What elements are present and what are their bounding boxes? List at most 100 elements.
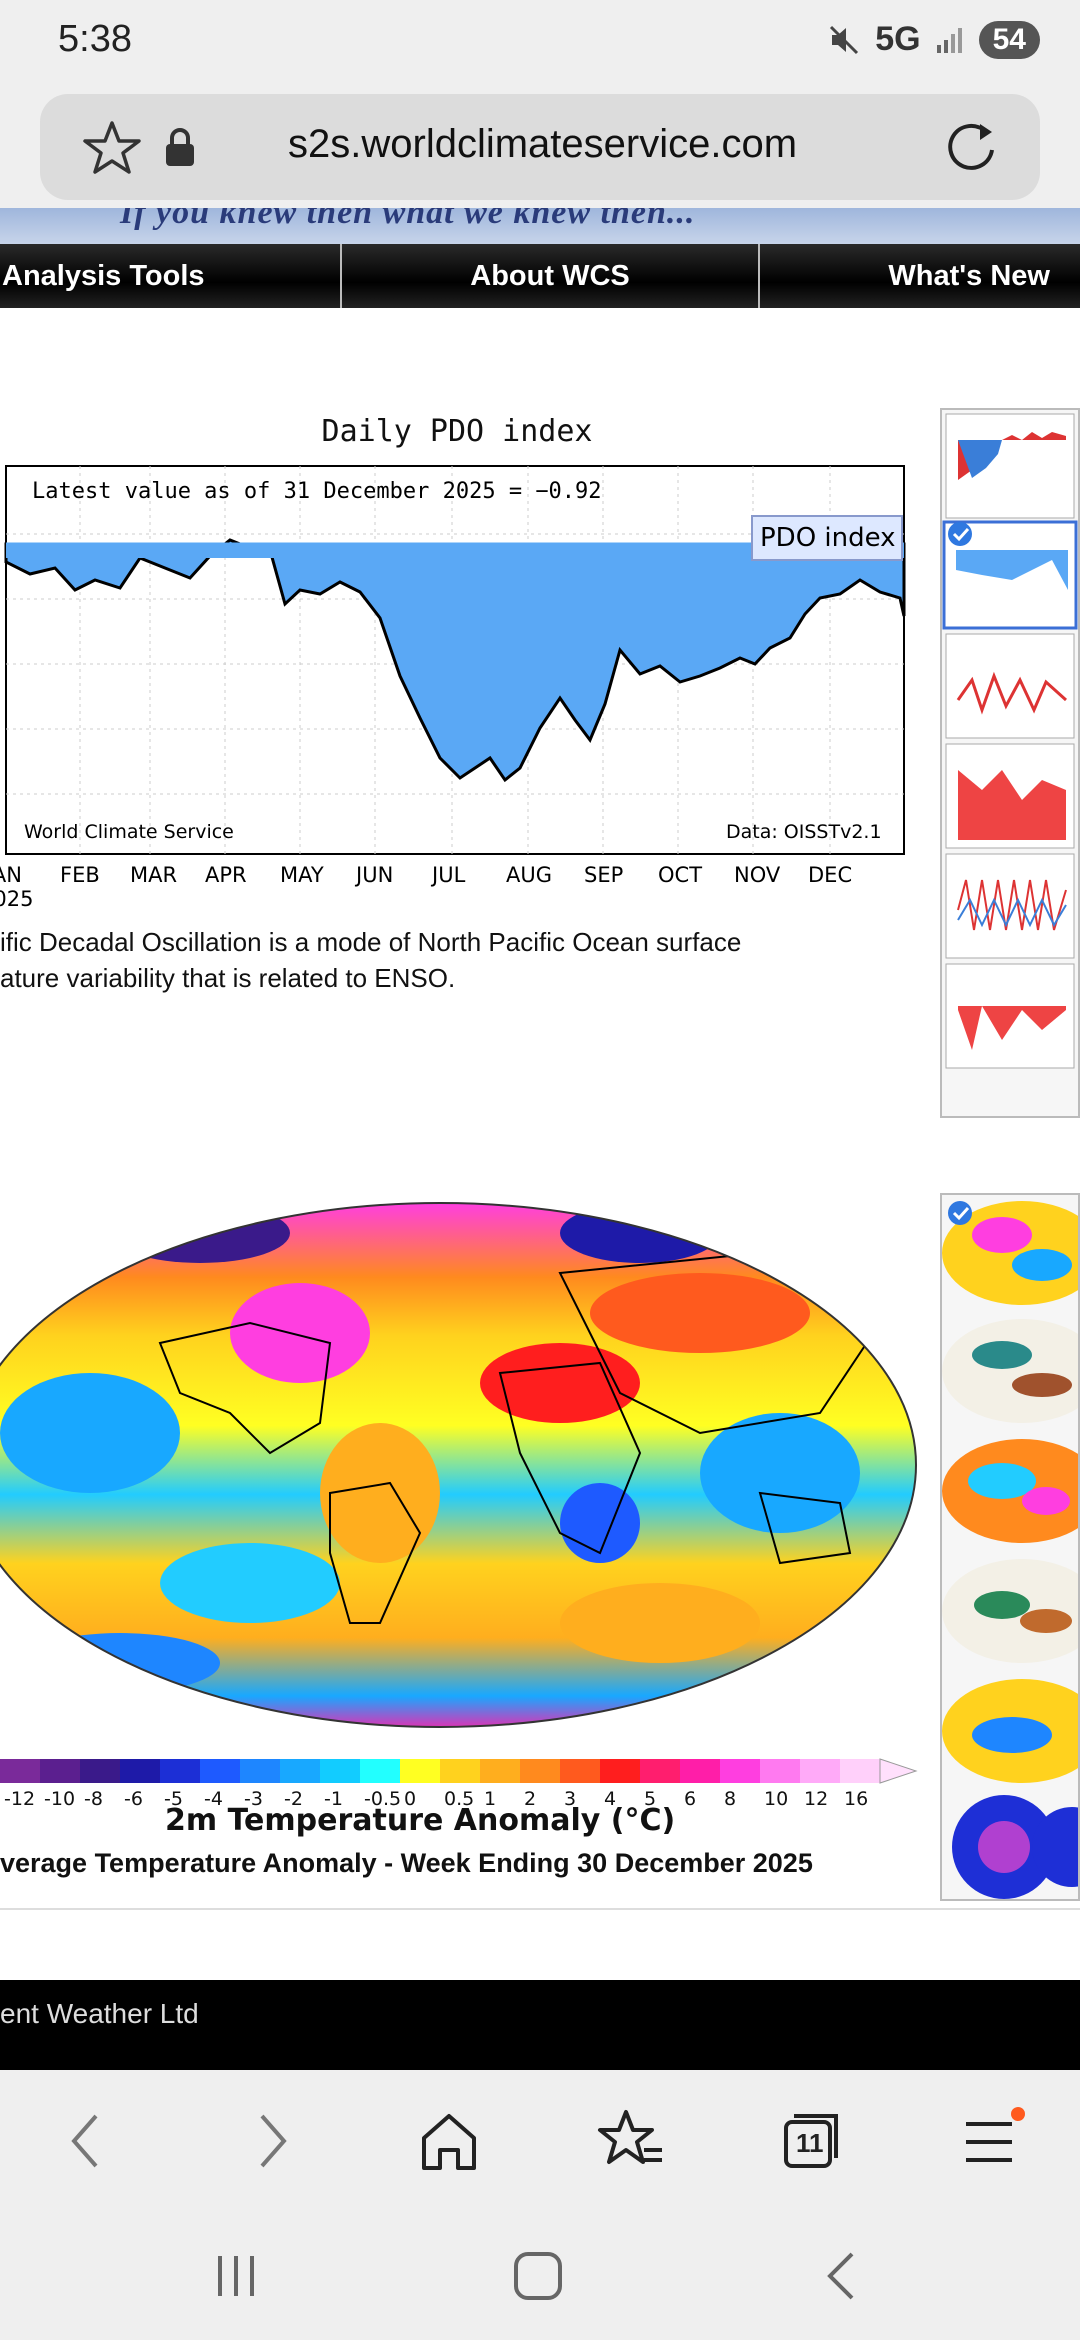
colorbar-tick-label: -1	[324, 1788, 343, 1810]
colorbar-tick-label: 0.5	[444, 1788, 474, 1810]
colorbar-swatch	[80, 1759, 120, 1783]
month-aug: AUG	[506, 863, 552, 887]
month-apr: APR	[205, 863, 247, 887]
colorbar-swatch	[0, 1759, 40, 1783]
pdo-chart-title: Daily PDO index	[321, 414, 593, 449]
forward-icon[interactable]	[236, 2106, 306, 2176]
battery-icon: 54	[978, 20, 1040, 59]
thumb-mjo[interactable]	[945, 853, 1075, 959]
colorbar-tick-label: 12	[804, 1788, 828, 1810]
thumb-nao[interactable]	[945, 743, 1075, 849]
map-thumbnails	[940, 1193, 1080, 1901]
month-oct: OCT	[658, 863, 702, 887]
colorbar-swatch	[360, 1759, 400, 1783]
colorbar-title: 2m Temperature Anomaly (°C)	[165, 1803, 675, 1838]
url-text[interactable]: s2s.worldclimateservice.com	[288, 122, 798, 166]
colorbar-tick-label: -3	[244, 1788, 263, 1810]
map-border	[0, 1202, 917, 1728]
colorbar-swatch	[560, 1759, 600, 1783]
colorbar-swatch	[720, 1759, 760, 1783]
thumb-map-polar[interactable]	[952, 1795, 1080, 1899]
bookmarks-icon[interactable]	[596, 2106, 666, 2176]
network-type: 5G	[875, 20, 921, 58]
month-nov: NOV	[734, 863, 781, 887]
back-icon[interactable]	[52, 2106, 122, 2176]
nav-whats-new[interactable]: What's New	[888, 259, 1050, 292]
thumb-pdo-selected[interactable]	[942, 520, 1078, 630]
colorbar-swatch	[680, 1759, 720, 1783]
thumb-npm[interactable]	[945, 633, 1075, 739]
pdo-chart: Latest value as of 31 December 2025 = −0…	[0, 465, 906, 911]
colorbar-tick-label: 0	[404, 1788, 416, 1810]
section-divider	[0, 1908, 1080, 1910]
month-mar: MAR	[130, 863, 177, 887]
colorbar-tick-label: 16	[844, 1788, 868, 1810]
colorbar-swatch	[760, 1759, 800, 1783]
address-bar[interactable]: s2s.worldclimateservice.com	[40, 94, 1040, 200]
reload-icon[interactable]	[942, 118, 1000, 176]
source-left: World Climate Service	[24, 821, 234, 843]
map-fill	[0, 1203, 916, 1727]
month-jul: JUL	[430, 863, 466, 887]
colorbar-tick-label: -2	[284, 1788, 303, 1810]
map-thumbnail-strip	[942, 1201, 1080, 1899]
thumb-map-soil[interactable]	[942, 1559, 1080, 1663]
index-thumbnails	[940, 408, 1080, 1118]
gridlines	[6, 466, 904, 854]
month-jan: JAN	[0, 863, 22, 887]
colorbar-tick-label: -10	[44, 1788, 75, 1810]
month-jun: JUN	[354, 863, 393, 887]
home-nav-icon[interactable]	[508, 2248, 568, 2304]
status-time: 5:38	[58, 18, 132, 60]
status-icons: 5G 54	[827, 20, 1040, 59]
colorbar-end-arrow	[879, 1758, 918, 1784]
thumb-map-anomaly2[interactable]	[942, 1679, 1080, 1783]
nav-analysis-tools[interactable]: Analysis Tools	[0, 244, 342, 308]
pdo-description-line1: ific Decadal Oscillation is a mode of No…	[0, 927, 742, 957]
colorbar-tick-label: -6	[124, 1788, 143, 1810]
thumb-map-temp-selected[interactable]	[942, 1201, 1080, 1305]
thumb-nino34[interactable]	[945, 413, 1075, 519]
tab-count: 11	[796, 2128, 824, 2158]
back-nav-icon[interactable]	[812, 2248, 872, 2304]
mute-icon	[830, 25, 859, 54]
lock-icon[interactable]	[160, 124, 200, 170]
nav-about-wcs[interactable]: About WCS	[342, 244, 760, 308]
tabs-button[interactable]: 11	[776, 2106, 846, 2176]
colorbar-tick-label: 10	[764, 1788, 788, 1810]
colorbar-tick-label: 5	[644, 1788, 656, 1810]
year-label: 2025	[0, 887, 33, 911]
thumb-map-precip[interactable]	[942, 1319, 1080, 1423]
bookmark-star-icon[interactable]	[82, 120, 142, 176]
footer-text: ent Weather Ltd	[0, 1998, 199, 2029]
colorbar-swatch	[280, 1759, 320, 1783]
colorbar-swatch	[440, 1759, 480, 1783]
site-footer: ent Weather Ltd	[0, 1980, 1080, 2070]
colorbar-tick-label: -12	[4, 1788, 35, 1810]
month-feb: FEB	[60, 863, 100, 887]
month-axis: JAN FEB MAR APR MAY JUN JUL AUG SEP OCT …	[0, 863, 852, 911]
colorbar-tick-label: 4	[604, 1788, 616, 1810]
colorbar-swatch	[160, 1759, 200, 1783]
thumb-map-sst[interactable]	[942, 1439, 1080, 1543]
tabs-icon	[784, 2114, 838, 2168]
colorbar-tick-label: -5	[164, 1788, 183, 1810]
browser-toolbar: 11	[0, 2070, 1080, 2210]
colorbar-swatch	[480, 1759, 520, 1783]
colorbar-swatch	[400, 1759, 440, 1783]
recent-apps-icon[interactable]	[206, 2248, 266, 2304]
pdo-series-area	[4, 538, 906, 783]
thumb-sea-ice[interactable]	[945, 963, 1075, 1069]
site-nav: Analysis Tools About WCS What's New	[0, 244, 1080, 308]
menu-icon[interactable]	[956, 2106, 1026, 2176]
colorbar-tick-label: 3	[564, 1788, 576, 1810]
colorbar-swatch	[120, 1759, 160, 1783]
colorbar-swatch	[40, 1759, 80, 1783]
colorbar-swatch	[600, 1759, 640, 1783]
month-may: MAY	[280, 863, 324, 887]
colorbar-tick-label: -4	[204, 1788, 223, 1810]
colorbar-tick-label: 8	[724, 1788, 736, 1810]
home-icon[interactable]	[414, 2106, 484, 2176]
colorbar-tick-label: -0.5	[364, 1788, 401, 1810]
pdo-description-line2: ature variability that is related to ENS…	[0, 963, 456, 993]
